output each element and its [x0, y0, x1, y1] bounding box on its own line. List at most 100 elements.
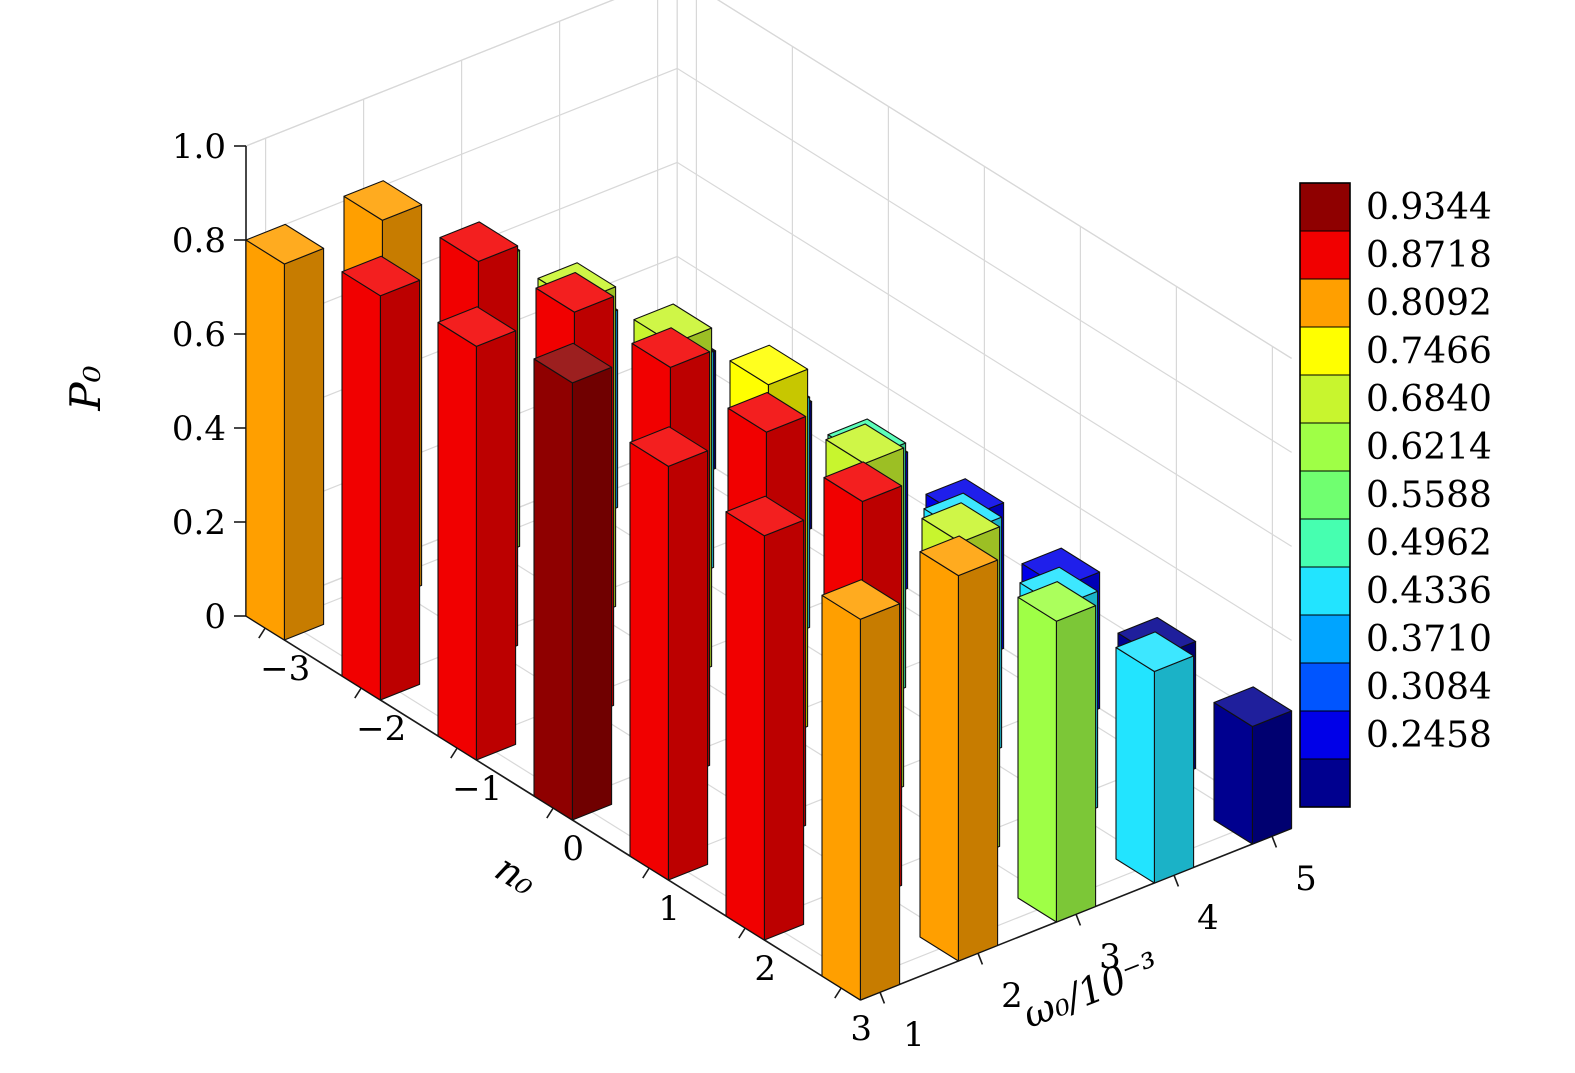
bar-right-face	[1055, 605, 1097, 923]
n-tick	[354, 687, 362, 699]
n-tick-label: 1	[658, 889, 680, 929]
bar-top-face	[821, 579, 901, 620]
colorbar-cell	[1299, 182, 1351, 232]
bars	[245, 180, 1293, 1001]
bar-front-face	[1213, 701, 1253, 845]
n-tick	[258, 627, 266, 639]
omega-tick-label: 4	[1197, 898, 1219, 938]
n-tick	[642, 867, 650, 879]
bar-n-2-omega1	[341, 255, 421, 701]
bar-right-face	[1153, 655, 1195, 884]
omega-tick-label: 5	[1295, 859, 1317, 899]
colorbar-cell	[1299, 230, 1351, 280]
bar-top-face	[729, 344, 809, 386]
colorbar-tick-label: 0.4962	[1366, 523, 1492, 564]
bar-front-face	[341, 271, 381, 701]
omega-tick	[1173, 874, 1180, 887]
n-axis-label: n₀	[488, 846, 545, 904]
colorbar-tick-label: 0.9344	[1366, 187, 1492, 228]
z-axis-label: P₀	[61, 365, 110, 411]
omega-tick	[1075, 913, 1082, 926]
bar-top-face	[725, 495, 805, 537]
bar-right-face	[475, 330, 517, 761]
z-tick-label: 0.8	[172, 221, 226, 261]
bar-top-face	[727, 391, 807, 433]
colorbar: 0.9344 0.8718 0.8092 0.7466 0.6840 0.6214 0.55…	[1299, 182, 1492, 808]
n-tick-label: 3	[850, 1009, 872, 1049]
omega-tick-label: 2	[1001, 976, 1023, 1016]
bar-top-face	[631, 327, 711, 368]
bar-n-1-omega1	[437, 306, 517, 761]
colorbar-tick-label: 0.8092	[1366, 283, 1492, 324]
bar-top-face	[629, 426, 709, 467]
bar-top-face	[1115, 631, 1195, 673]
bar-n1-omega1	[629, 426, 709, 881]
z-tick-label: 0.6	[172, 315, 226, 355]
omega-tick-label: 1	[903, 1015, 925, 1055]
omega-tick	[879, 991, 886, 1004]
colorbar-tick-label: 0.5588	[1366, 475, 1492, 516]
colorbar-cell	[1299, 422, 1351, 472]
bar-n3-omega3	[1017, 581, 1097, 923]
bar-n2-omega1	[725, 495, 805, 941]
colorbar-cell	[1299, 566, 1351, 616]
bar-top-face	[439, 221, 519, 263]
bar-top-face	[533, 342, 613, 384]
n-tick-label: −2	[356, 709, 406, 749]
bar-n3-omega4	[1115, 631, 1195, 884]
colorbar-cell	[1299, 614, 1351, 664]
omega-tick	[977, 952, 984, 965]
omega-tick-label: 3	[1099, 937, 1121, 977]
n-tick-label: 2	[754, 949, 776, 989]
bar-top-face	[245, 223, 325, 265]
bar-right-face	[859, 603, 901, 1001]
bar-top-face	[823, 461, 903, 503]
bar-top-face	[919, 535, 999, 577]
bar-front-face	[821, 594, 861, 1001]
bar-top-face	[535, 271, 615, 313]
z-tick-label: 0.4	[172, 409, 226, 449]
colorbar-frame	[1299, 182, 1351, 808]
bar-right-face	[763, 519, 805, 941]
bar-front-face	[725, 511, 765, 941]
bar-n-3-omega1	[245, 223, 325, 641]
bar-right-face	[571, 366, 613, 821]
bar-n3-omega5	[1213, 686, 1293, 845]
bar-n0-omega1	[533, 342, 613, 821]
colorbar-cell	[1299, 710, 1351, 760]
colorbar-cell	[1299, 326, 1351, 376]
colorbar-tick-label: 0.3084	[1366, 667, 1492, 708]
z-tick-label: 0.2	[172, 503, 226, 543]
colorbar-tick-label: 0.3710	[1366, 619, 1492, 660]
omega-tick	[1271, 835, 1278, 848]
bar-front-face	[1115, 646, 1155, 884]
colorbar-cell	[1299, 518, 1351, 568]
n-tick-label: 0	[562, 829, 584, 869]
n-tick	[546, 807, 554, 819]
pane-edge	[245, 0, 615, 147]
bar-top-face	[1213, 686, 1293, 728]
n-tick-label: −1	[452, 769, 502, 809]
colorbar-cell	[1299, 758, 1351, 808]
pane-edge	[716, 0, 1292, 359]
bar-front-face	[245, 239, 285, 641]
colorbar-cell	[1299, 470, 1351, 520]
bar-front-face	[1017, 596, 1057, 923]
bar-right-face	[957, 559, 999, 962]
n-tick	[450, 747, 458, 759]
bar-n3-omega1	[821, 579, 901, 1001]
bar-right-face	[379, 279, 421, 701]
bar-n3-omega2	[919, 535, 999, 962]
colorbar-tick-label: 0.4336	[1366, 571, 1492, 612]
colorbar-cell	[1299, 374, 1351, 424]
colorbar-tick-label: 0.8718	[1366, 235, 1492, 276]
bar-top-face	[437, 306, 517, 347]
colorbar-tick-label: 0.6214	[1366, 427, 1492, 468]
bar-top-face	[1017, 581, 1097, 622]
bar-front-face	[533, 358, 573, 821]
bar-front-face	[629, 441, 669, 881]
z-tick-label: 1.0	[172, 127, 226, 167]
bar-top-face	[825, 423, 905, 465]
